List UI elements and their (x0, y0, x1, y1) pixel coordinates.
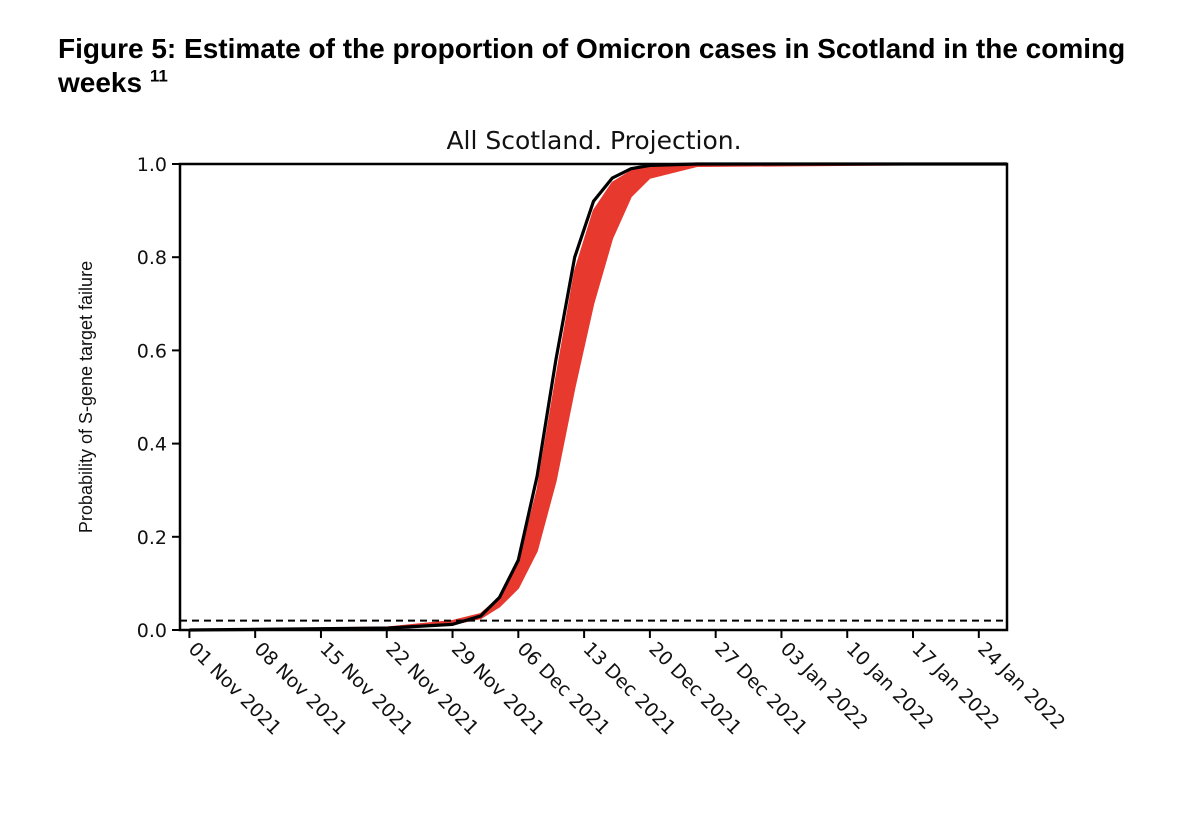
projection-line-layer (180, 162, 1007, 632)
figure-caption-text: Figure 5: Estimate of the proportion of … (58, 33, 1126, 98)
y-tick-label: 0.4 (137, 434, 167, 456)
figure-caption: Figure 5: Estimate of the proportion of … (58, 32, 1168, 100)
y-tick-label: 1.0 (137, 154, 167, 176)
y-axis-label: Probability of S-gene target failure (76, 261, 96, 533)
chart-title: All Scotland. Projection. (446, 126, 741, 155)
y-tick-label: 0.6 (137, 340, 167, 362)
projection-band (189, 163, 1008, 631)
y-tick-label: 0.0 (137, 620, 167, 642)
plot-frame (178, 162, 1009, 632)
footnote-ref: 11 (149, 66, 168, 86)
projection-band-layer (189, 163, 1008, 631)
y-tick-label: 0.2 (137, 527, 167, 549)
y-axis: 0.0 0.2 0.4 0.6 0.8 1.0 (137, 154, 180, 642)
y-tick-label: 0.8 (137, 247, 167, 269)
